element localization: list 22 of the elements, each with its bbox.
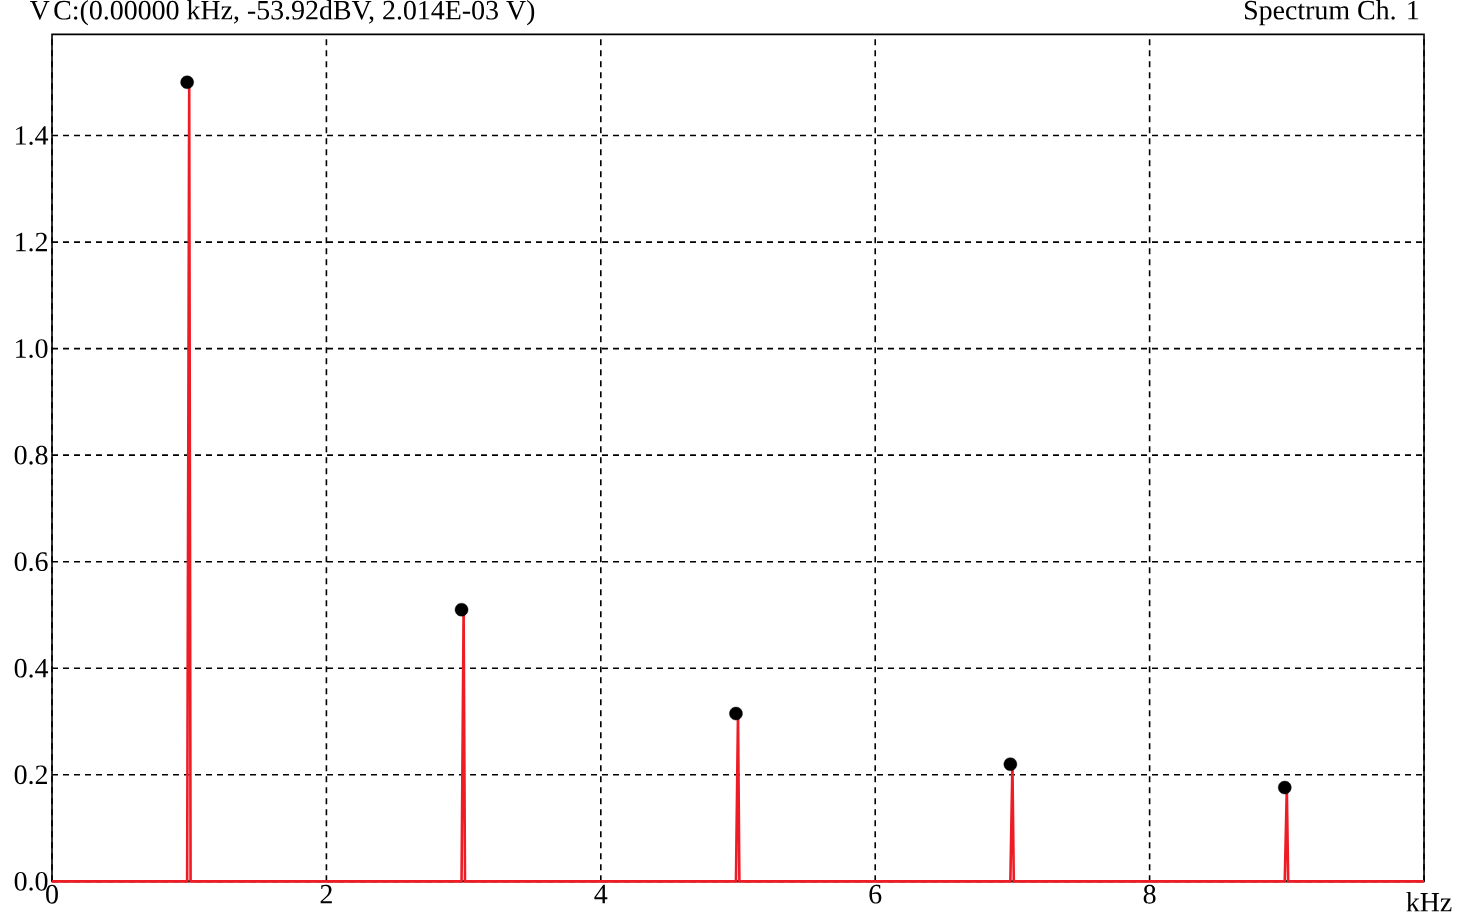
y-tick-label: 1.4 (16, 125, 49, 145)
y-tick-label: 0.4 (14, 658, 49, 678)
x-tick-label: 2 (320, 884, 332, 904)
point (180, 75, 194, 89)
text: C:(0.00000 kHz, -53.92dBV, 2.014E-03 V) (54, 0, 535, 26)
x-tick-label: 0 (46, 884, 58, 904)
y-tick-label: 0.0 (14, 871, 48, 891)
chart-title: Spectrum Ch. 1 (1245, 0, 1419, 26)
x-tick-label: 6 (869, 884, 882, 904)
point (1278, 780, 1292, 795)
y-tick-label: 0.8 (14, 445, 48, 465)
point (729, 706, 743, 721)
x-tick-label: 4 (594, 884, 608, 904)
y-tick-label: 1.0 (16, 338, 48, 358)
point (454, 602, 469, 617)
x-axis-title: kHz (1406, 891, 1452, 912)
point (1003, 757, 1018, 771)
x-tick-label: 8 (1143, 884, 1156, 904)
y-axis-title: V (29, 0, 50, 20)
y-tick-label: 0.6 (14, 552, 48, 572)
y-tick-label: 0.2 (14, 765, 47, 785)
y-tick-label: 1.2 (16, 232, 47, 252)
